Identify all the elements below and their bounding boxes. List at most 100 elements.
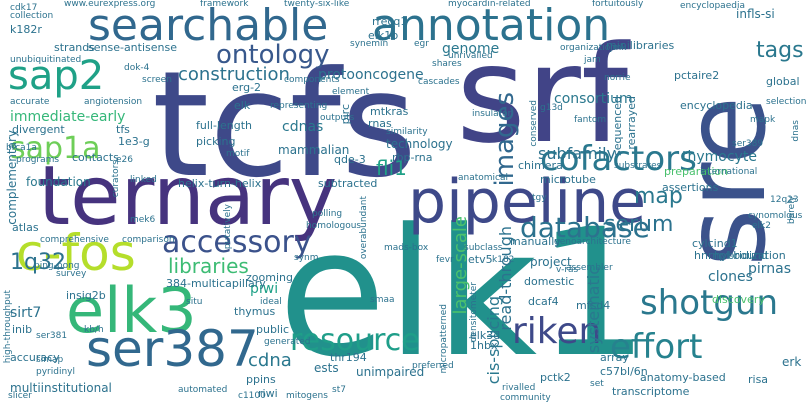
cloud-word: cdnas	[282, 119, 324, 135]
cloud-word: accurate	[10, 97, 50, 107]
cloud-word: thymocyte	[682, 149, 757, 165]
cloud-word: sequenced	[611, 96, 624, 156]
cloud-word: global	[766, 75, 800, 88]
cloud-word: ser387	[86, 320, 259, 378]
cloud-word: srf	[456, 17, 629, 173]
cloud-word: atlas	[12, 221, 39, 234]
cloud-word: c57bl/6n	[600, 365, 648, 378]
cloud-word: helix-turn-helix	[178, 177, 262, 190]
cloud-word: international	[700, 167, 758, 177]
cloud-word: immediate-early	[10, 109, 126, 125]
cloud-word: qde-3	[334, 153, 366, 166]
cloud-word: ontology	[216, 40, 330, 70]
cloud-word: project	[530, 255, 572, 269]
cloud-word: motif	[226, 149, 250, 159]
cloud-word: assembler	[566, 263, 613, 273]
cloud-word: tfs	[116, 123, 130, 136]
cloud-word: substrates	[614, 161, 662, 171]
cloud-word: fevr	[436, 255, 454, 265]
cloud-word: genome	[442, 41, 500, 57]
cloud-word: comparison	[122, 235, 175, 245]
cloud-word: insulator	[472, 109, 512, 119]
cloud-word: anatomical	[458, 173, 509, 183]
cloud-word: risa	[748, 373, 769, 386]
cloud-word: ping-pong	[34, 261, 80, 271]
cloud-word: sirt7	[10, 305, 42, 321]
cloud-word: hnrnpl-bound	[694, 249, 768, 262]
cloud-word: overabundant	[359, 196, 369, 260]
cloud-word: fantom	[574, 115, 607, 125]
cloud-word: strands	[54, 41, 95, 54]
cloud-word: foundation	[26, 175, 91, 189]
cloud-word: c1100	[238, 391, 266, 401]
cloud-word: collection	[10, 11, 54, 21]
cloud-word: e26	[116, 155, 133, 165]
cloud-word: chimera	[518, 159, 563, 172]
cloud-word: etv5	[468, 253, 493, 266]
cloud-word: ternary	[38, 149, 338, 244]
cloud-word: technology	[386, 137, 453, 151]
cloud-word: clones	[708, 269, 753, 285]
cloud-word: multiinstitutional	[10, 381, 112, 395]
cloud-word: mads-box	[384, 243, 429, 253]
cloud-word: element	[332, 87, 370, 97]
cloud-word: situ	[186, 297, 203, 307]
cloud-word: sense-antisense	[88, 41, 177, 54]
cloud-word: picking	[196, 135, 236, 148]
cloud-word: construction	[178, 64, 290, 85]
cloud-word: shotgun	[640, 283, 779, 323]
cloud-word: k182r	[10, 23, 42, 36]
cloud-word: norrie	[604, 73, 631, 83]
cloud-word: micropatterned	[439, 304, 449, 374]
cloud-word: programs	[16, 155, 60, 165]
cloud-word: c-fos	[16, 224, 136, 282]
cloud-word: cdk17	[10, 3, 38, 13]
cloud-word: smaa	[370, 295, 395, 305]
cloud-word: dcaf4	[528, 295, 559, 308]
cloud-word: serum	[604, 212, 674, 237]
cloud-word: consortium	[554, 91, 633, 107]
cloud-word: jam	[584, 55, 601, 65]
cloud-word: rrecq1	[372, 15, 408, 28]
cloud-word: www.eurexpress.org	[64, 0, 156, 9]
cloud-word: protooncogene	[318, 67, 424, 83]
cloud-word: minilibraries	[606, 39, 675, 52]
cloud-word: effort	[610, 327, 703, 367]
cloud-word: slmap	[36, 355, 64, 365]
cloud-word: tgy	[532, 193, 547, 203]
cloud-word: automated	[178, 385, 228, 395]
cloud-word: encyclopedia	[680, 99, 753, 112]
cloud-word: mitogens	[286, 391, 328, 401]
cloud-word: ideal	[260, 297, 282, 307]
cloud-word: egr	[414, 39, 429, 49]
cloud-word: database	[520, 211, 650, 244]
cloud-word: unrivalled	[448, 51, 493, 61]
cloud-word: framework	[200, 0, 249, 9]
cloud-word: elk2	[752, 221, 771, 231]
cloud-word: accuracy	[10, 351, 60, 364]
cloud-word: st7	[332, 385, 346, 395]
cloud-word: ser381	[36, 331, 68, 341]
cloud-word: microtube	[540, 173, 596, 186]
cloud-word: twenty-six-like	[284, 0, 350, 9]
cloud-word: angiotension	[84, 97, 143, 107]
cloud-word: rbp-rna	[392, 151, 433, 164]
cloud-word: mtkras	[370, 105, 409, 118]
cloud-word: unubiquitinated	[10, 55, 82, 65]
cloud-word: rivalled	[502, 383, 536, 393]
cloud-word: preparation	[664, 165, 729, 178]
cloud-word: encyclopaedia	[680, 1, 745, 11]
cloud-word: synm	[294, 253, 319, 263]
cloud-word: survey	[56, 269, 87, 279]
cloud-word: riwi	[258, 387, 278, 400]
cloud-word: conserved	[529, 100, 539, 147]
cloud-word: transcriptome	[612, 385, 690, 398]
cloud-word: densitometer	[469, 282, 479, 343]
cloud-word: hybridization	[714, 249, 786, 262]
cloud-word: mapk	[750, 115, 776, 125]
cloud-word: discovery	[712, 293, 765, 306]
cloud-word: homologous	[306, 221, 362, 231]
cloud-word: tcfs	[152, 40, 417, 210]
cloud-word: polling	[312, 209, 343, 219]
cloud-word: 1q32	[10, 250, 66, 275]
